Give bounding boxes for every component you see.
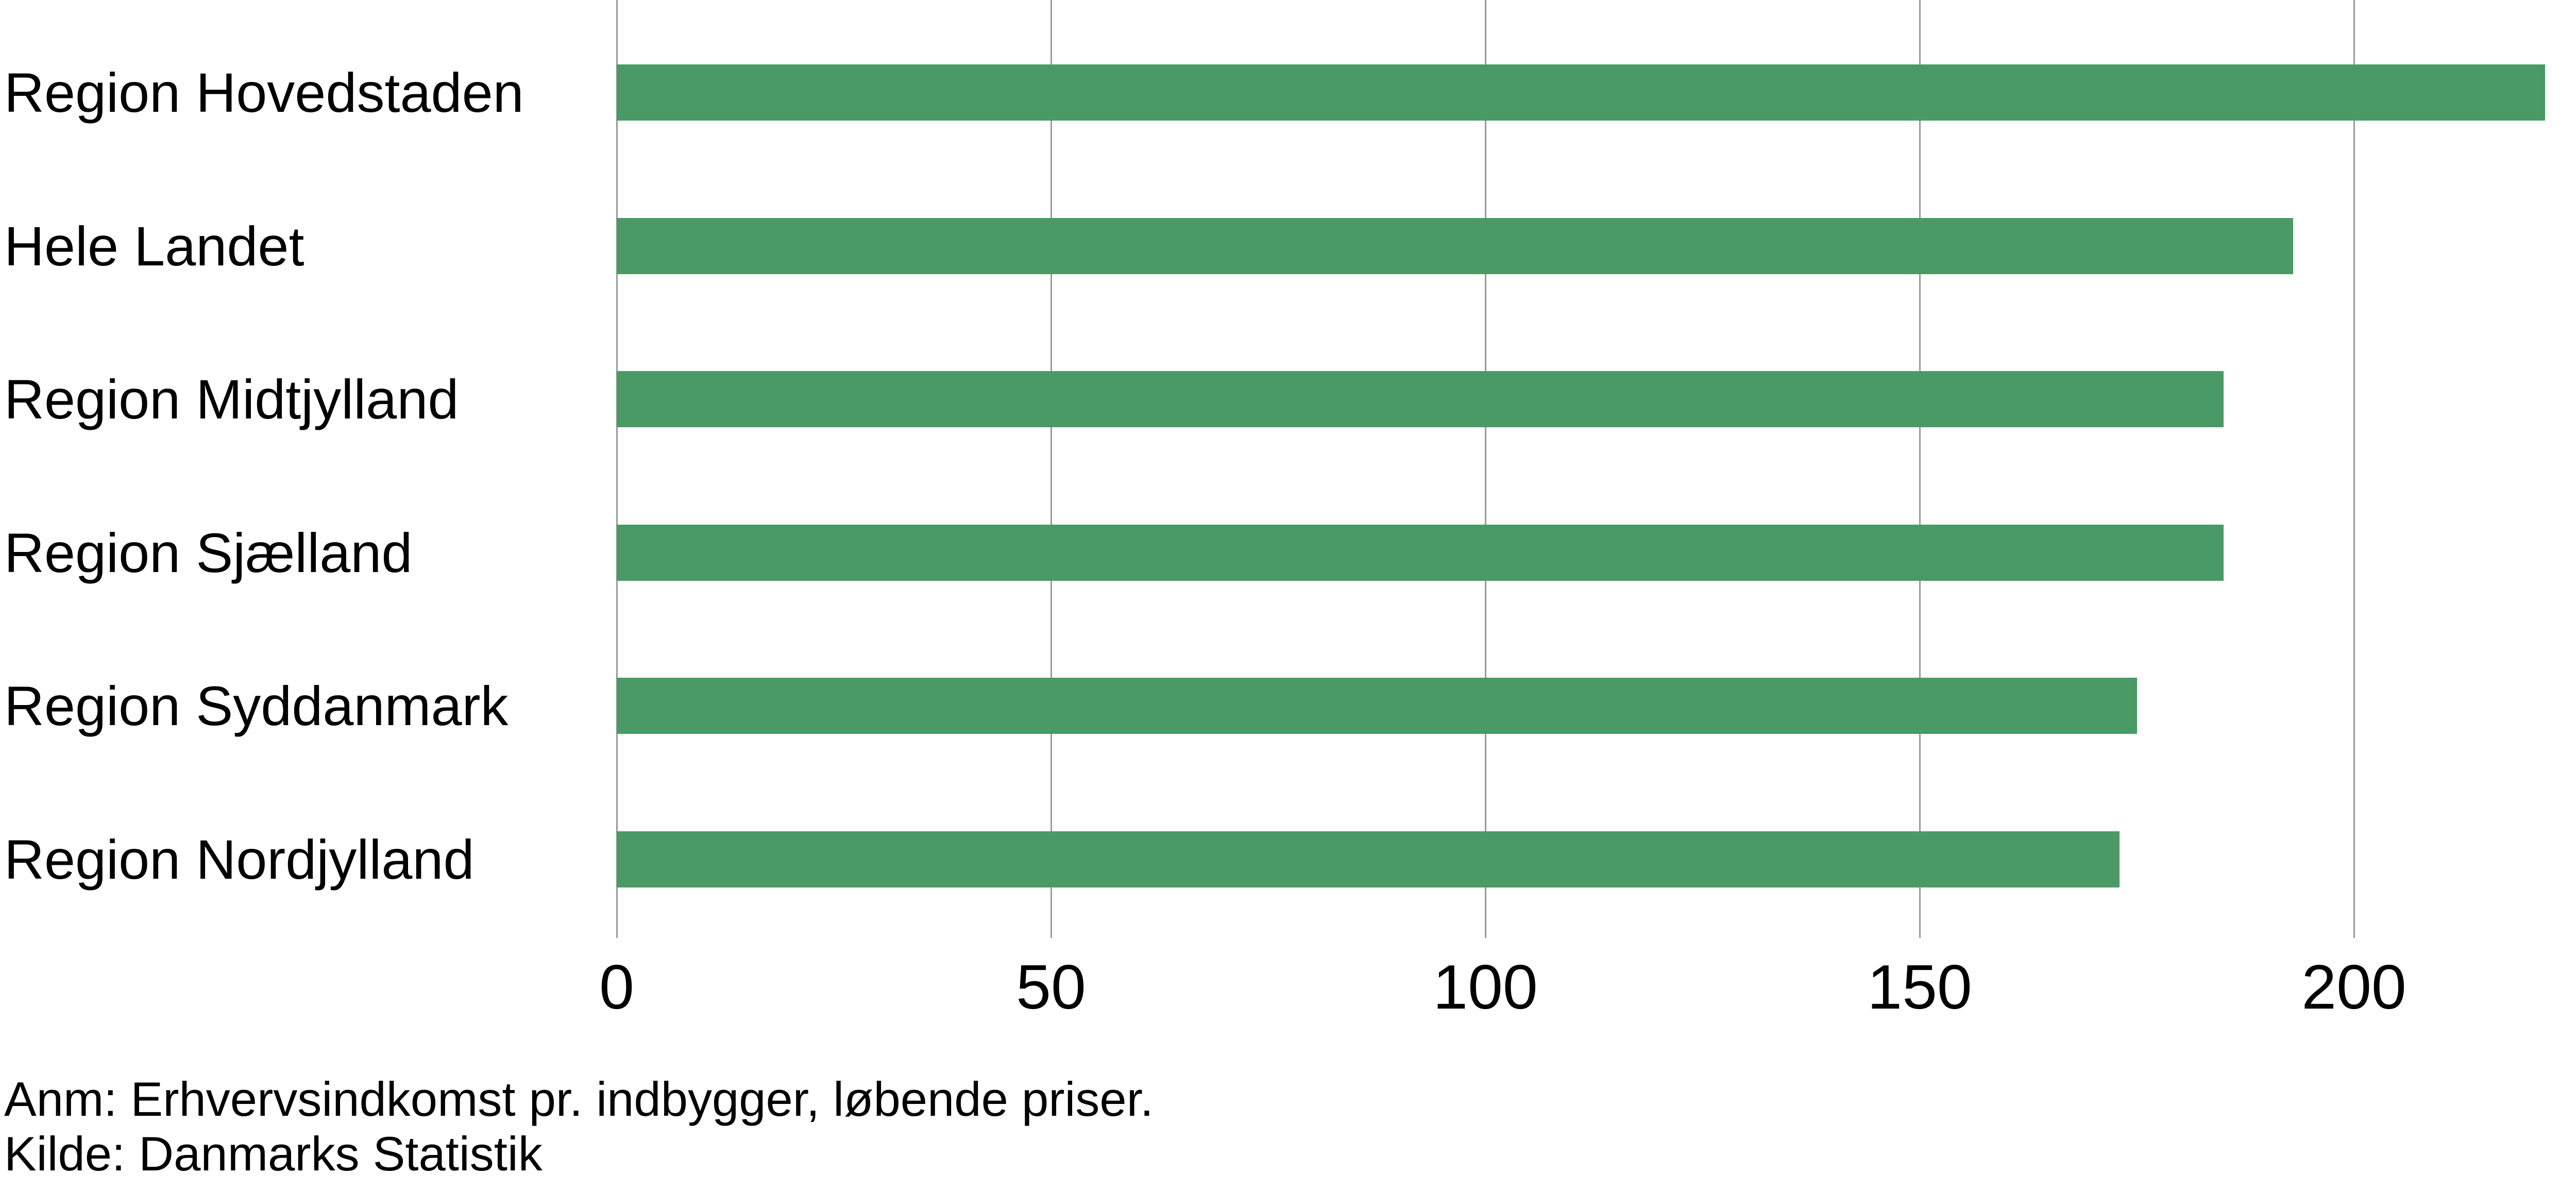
bar-region-midtjylland <box>617 371 2224 427</box>
gridline-50 <box>1050 0 1052 938</box>
gridline-200 <box>2353 0 2355 938</box>
category-label: Region Syddanmark <box>4 675 509 737</box>
gridline-100 <box>1484 0 1486 938</box>
bar-region-syddanmark <box>617 678 2137 734</box>
category-label: Region Hovedstaden <box>4 61 524 124</box>
bar-region-nordjylland <box>617 831 2120 887</box>
footnote-kilde: Kilde: Danmarks Statistik <box>4 1127 543 1181</box>
x-tick-label-50: 50 <box>1016 952 1086 1022</box>
x-tick-label-100: 100 <box>1433 952 1538 1022</box>
x-tick-label-200: 200 <box>2301 952 2406 1022</box>
x-tick-label-0: 0 <box>599 952 634 1022</box>
category-label: Hele Landet <box>4 214 304 277</box>
bar-region-hovedstaden <box>617 64 2545 121</box>
category-label: Region Midtjylland <box>4 368 459 430</box>
bar-hele-landet <box>617 217 2293 274</box>
footnotes: Anm: Erhvervsindkomst pr. indbygger, løb… <box>4 1072 1154 1181</box>
category-label: Region Nordjylland <box>4 828 474 891</box>
gridline-0 <box>616 0 618 938</box>
x-tick-label-150: 150 <box>1867 952 1972 1022</box>
gridline-150 <box>1919 0 1921 938</box>
footnote-anm: Anm: Erhvervsindkomst pr. indbygger, løb… <box>4 1072 1154 1126</box>
category-label: Region Sjælland <box>4 521 413 584</box>
bar-region-sj-lland <box>617 524 2224 581</box>
